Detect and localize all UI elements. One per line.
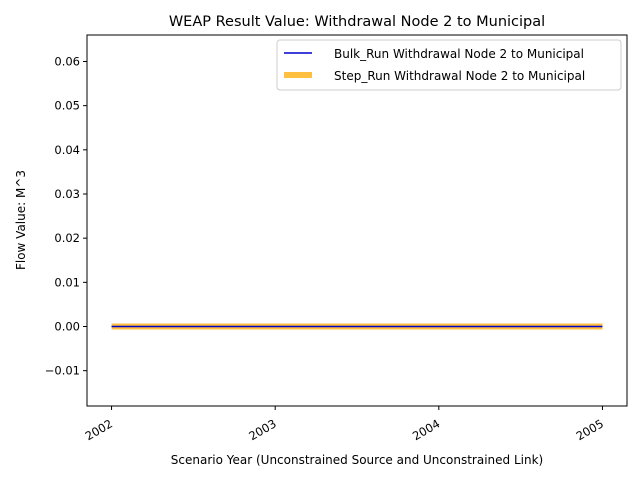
- legend-box: [276, 39, 622, 91]
- chart-title: WEAP Result Value: Withdrawal Node 2 to …: [169, 14, 545, 30]
- legend-label-step-run: Step_Run Withdrawal Node 2 to Municipal: [334, 69, 585, 83]
- legend-label-bulk-run: Bulk_Run Withdrawal Node 2 to Municipal: [334, 47, 584, 61]
- y-tick-label: 0.00: [54, 320, 80, 334]
- y-axis-ticks: −0.01 0.00 0.01 0.02 0.03 0.04 0.05 0.06: [45, 55, 87, 378]
- y-tick-label: 0.01: [54, 275, 80, 289]
- y-tick-label: 0.04: [54, 143, 80, 157]
- y-axis-label: Flow Value: M^3: [14, 170, 28, 270]
- y-tick-label: 0.05: [54, 99, 80, 113]
- y-tick-label: 0.06: [54, 55, 80, 69]
- plot-area-frame: [86, 34, 628, 407]
- x-axis-label: Scenario Year (Unconstrained Source and …: [171, 453, 543, 467]
- y-tick-label: 0.02: [54, 231, 80, 245]
- y-tick-label: 0.03: [54, 187, 80, 201]
- y-tick-label: −0.01: [45, 364, 80, 378]
- legend: Bulk_Run Withdrawal Node 2 to Municipal …: [276, 39, 622, 91]
